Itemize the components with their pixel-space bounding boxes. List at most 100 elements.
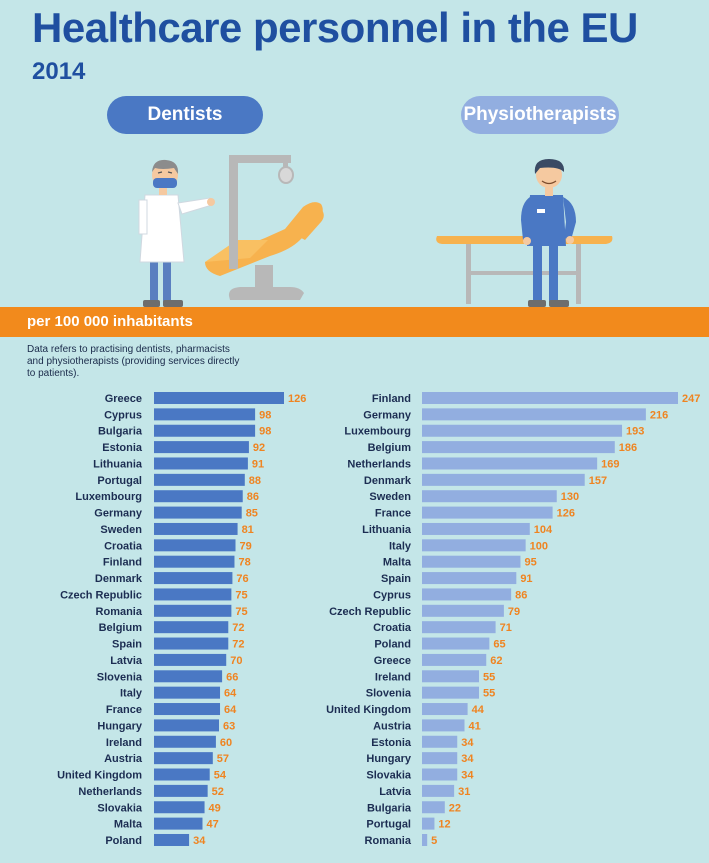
- dentists-value-label: 54: [214, 770, 227, 782]
- dentists-bar: [154, 703, 221, 716]
- dentists-bar: [154, 473, 245, 486]
- physio-value-label: 62: [490, 655, 502, 667]
- physio-bar: [422, 817, 435, 830]
- physio-category-label: Slovakia: [366, 770, 412, 782]
- dentists-bar: [154, 522, 238, 535]
- dentists-value-label: 52: [212, 786, 224, 798]
- physio-category-label: Estonia: [371, 737, 412, 749]
- dentists-value-label: 88: [249, 475, 261, 487]
- dentists-value-label: 64: [224, 704, 237, 716]
- dentists-value-label: 81: [242, 524, 254, 536]
- dentists-bar: [154, 408, 256, 421]
- physio-value-label: 104: [534, 524, 553, 536]
- dentists-category-label: Slovakia: [97, 802, 143, 814]
- physio-bar: [422, 768, 458, 781]
- dentists-category-label: Poland: [105, 835, 142, 847]
- dentists-value-label: 34: [193, 835, 206, 847]
- physio-bar: [422, 408, 646, 421]
- dentists-bar: [154, 392, 284, 404]
- dentists-bar: [154, 506, 242, 519]
- physio-value-label: 34: [461, 753, 474, 765]
- dentists-bar: [154, 457, 248, 470]
- physio-category-label: Portugal: [366, 819, 411, 831]
- physio-category-label: Italy: [389, 540, 412, 552]
- dentists-value-label: 70: [230, 655, 242, 667]
- dentists-category-label: Latvia: [110, 655, 143, 667]
- physio-bar: [422, 833, 428, 846]
- physio-value-label: 130: [561, 491, 579, 503]
- physio-category-label: Poland: [374, 639, 411, 651]
- physio-bar: [422, 752, 458, 765]
- physio-value-label: 193: [626, 426, 644, 438]
- physio-bar: [422, 735, 458, 748]
- dentists-bar: [154, 817, 203, 830]
- physiotherapists-pill: Physiotherapists: [461, 96, 619, 134]
- dentists-category-label: Malta: [114, 819, 143, 831]
- physio-value-label: 22: [449, 802, 461, 814]
- physio-category-label: United Kingdom: [326, 704, 411, 716]
- dentists-category-label: Romania: [96, 606, 143, 618]
- dentists-category-label: Austria: [104, 753, 143, 765]
- physio-value-label: 91: [520, 573, 532, 585]
- page-title: Healthcare personnel in the EU: [32, 4, 638, 51]
- physio-value-label: 55: [483, 688, 495, 700]
- physio-value-label: 169: [601, 458, 619, 470]
- dentists-value-label: 98: [259, 409, 271, 421]
- physio-bar: [422, 784, 455, 797]
- dentists-value-label: 78: [238, 557, 250, 569]
- physio-bar: [422, 801, 445, 814]
- dentists-bar: [154, 637, 229, 650]
- physio-category-label: Croatia: [373, 622, 412, 634]
- physio-value-label: 12: [438, 819, 450, 831]
- dentists-value-label: 75: [235, 606, 247, 618]
- physio-category-label: Netherlands: [347, 458, 411, 470]
- dentists-value-label: 47: [206, 819, 218, 831]
- physio-value-label: 34: [461, 770, 474, 782]
- dentists-value-label: 66: [226, 671, 238, 683]
- physio-category-label: Austria: [373, 720, 412, 732]
- physio-category-label: France: [375, 508, 411, 520]
- physio-category-label: Czech Republic: [329, 606, 411, 618]
- physio-value-label: 100: [530, 540, 548, 552]
- physio-bar: [422, 522, 530, 535]
- dentists-value-label: 63: [223, 720, 235, 732]
- physio-bar: [422, 637, 490, 650]
- physio-bar: [422, 506, 553, 519]
- dentists-value-label: 85: [246, 508, 258, 520]
- physio-bar: [422, 703, 468, 716]
- dentists-value-label: 57: [217, 753, 229, 765]
- physio-bar: [422, 719, 465, 732]
- physio-bar: [422, 539, 526, 552]
- dentists-value-label: 86: [247, 491, 259, 503]
- physio-value-label: 86: [515, 589, 527, 601]
- dentists-category-label: Croatia: [104, 540, 143, 552]
- physio-value-label: 44: [472, 704, 485, 716]
- dentists-bar: [154, 784, 208, 797]
- physio-bar: [422, 457, 598, 470]
- dentists-value-label: 60: [220, 737, 232, 749]
- dentists-value-label: 79: [240, 540, 252, 552]
- dentists-value-label: 92: [253, 442, 265, 454]
- dentists-category-label: Italy: [120, 688, 143, 700]
- dentists-bar: [154, 604, 232, 617]
- physio-bar: [422, 441, 615, 454]
- physio-bar: [422, 588, 512, 601]
- dentists-category-label: Bulgaria: [98, 426, 143, 438]
- physio-category-label: Romania: [365, 835, 412, 847]
- physio-bar: [422, 424, 623, 437]
- dentists-bar: [154, 572, 233, 585]
- physio-category-label: Germany: [363, 409, 412, 421]
- dentists-value-label: 126: [288, 393, 306, 405]
- dentists-value-label: 72: [232, 622, 244, 634]
- physio-value-label: 55: [483, 671, 495, 683]
- dentist-figure-icon: [138, 159, 215, 307]
- dentists-category-label: Finland: [103, 557, 142, 569]
- dentists-bar: [154, 670, 223, 683]
- dentists-bar: [154, 801, 205, 814]
- dentists-category-label: United Kingdom: [57, 770, 142, 782]
- dentists-bar: [154, 441, 249, 454]
- physio-category-label: Latvia: [379, 786, 412, 798]
- dentists-bar: [154, 621, 229, 634]
- dentists-bar: [154, 833, 190, 846]
